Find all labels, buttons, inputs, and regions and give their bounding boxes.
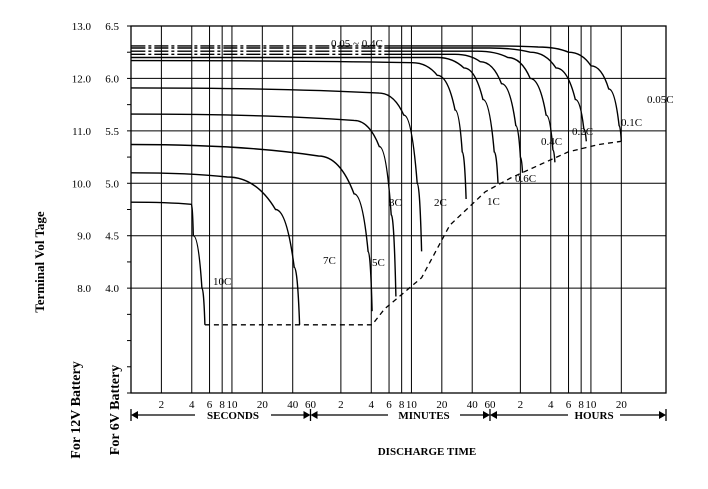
curve-5c [131, 143, 373, 312]
y-tick-6v: 6.0 [105, 73, 119, 85]
curve-label-1c: 1C [487, 196, 500, 208]
y-tick-12v: 13.0 [72, 21, 92, 33]
segment-label-seconds: SECONDS [207, 410, 259, 422]
x-tick-label: 4 [548, 399, 554, 411]
curve-0-6c [131, 56, 499, 184]
y-tick-12v: 12.0 [72, 73, 92, 85]
curve-0-2c [131, 50, 398, 52]
x-tick-label: 4 [189, 399, 195, 411]
x-tick-label: 20 [257, 399, 269, 411]
segment-arrowhead [489, 411, 497, 419]
curve-label-2c: 2C [434, 197, 447, 209]
y-tick-6v: 4.5 [105, 231, 119, 243]
x-tick-label: 2 [338, 399, 344, 411]
y-axis-label-12v: For 12V Battery [69, 361, 84, 458]
x-tick-label: 8 [578, 399, 584, 411]
y-axis-label: Terminal Vol Tage [32, 211, 47, 313]
curve-tail-0-2c [397, 50, 556, 163]
segment-arrowhead [659, 411, 666, 419]
time-segment-arrows [130, 409, 667, 421]
y-axis-label-6v: For 6V Battery [108, 365, 123, 455]
curve-label-0-2c: 0.2C [572, 126, 593, 138]
segment-arrowhead [303, 411, 311, 419]
x-tick-label: 6 [207, 399, 213, 411]
curve-3c [131, 113, 397, 297]
segment-arrowhead [131, 411, 138, 419]
curve-7c [131, 172, 301, 325]
x-tick-label: 40 [467, 399, 479, 411]
curve-2c [131, 87, 423, 252]
segment-label-minutes: MINUTES [398, 410, 449, 422]
x-tick-label: 40 [287, 399, 299, 411]
curve-label-0-1c: 0.1C [621, 117, 642, 129]
curve-1c [131, 59, 467, 200]
curve-tail-0-05c [397, 45, 622, 142]
discharge-curves [131, 45, 622, 325]
x-tick-label: 4 [369, 399, 375, 411]
x-ticks: 2 4 6 8 10 20 40 60 2 4 6 8 10 20 40 60 2 4 6 8 10 20 [159, 399, 628, 411]
x-tick-label: 8 [219, 399, 225, 411]
grid [127, 25, 667, 394]
y-tick-12v: 9.0 [77, 231, 91, 243]
segment-arrowhead [482, 411, 490, 419]
x-tick-label: 60 [484, 399, 496, 411]
range-annotation: 0.05 ~ 0.4C [331, 38, 383, 50]
segment-label-hours: HOURS [574, 410, 613, 422]
x-tick-label: 20 [616, 399, 628, 411]
x-tick-label: 8 [399, 399, 405, 411]
curve-label-5c: 5C [372, 257, 385, 269]
x-tick-label: 6 [386, 399, 392, 411]
y-tick-12v: 11.0 [72, 126, 91, 138]
x-tick-label: 2 [518, 399, 524, 411]
curve-10c [131, 201, 206, 325]
y-tick-6v: 6.5 [105, 21, 119, 33]
cutoff-envelope [204, 140, 622, 326]
curve-label-3c: 3C [389, 197, 402, 209]
x-tick-label: 10 [226, 399, 238, 411]
y-tick-12v: 8.0 [77, 283, 91, 295]
x-tick-label: 10 [585, 399, 597, 411]
y-ticks: 6.5 13.0 6.0 12.0 5.5 11.0 5.0 10.0 4.5 9.0 4.0 8.0 [72, 21, 120, 295]
y-tick-12v: 10.0 [72, 178, 92, 190]
y-tick-6v: 4.0 [105, 283, 119, 295]
x-tick-label: 6 [566, 399, 572, 411]
segment-arrowhead [310, 411, 318, 419]
x-tick-label: 10 [406, 399, 418, 411]
curve-tail-0-1c [397, 47, 587, 142]
x-axis-label: DISCHARGE TIME [378, 446, 477, 458]
x-tick-label: 2 [159, 399, 165, 411]
cutoff-envelope-line [204, 140, 622, 326]
curve-label-7c: 7C [323, 255, 336, 267]
x-tick-label: 20 [436, 399, 448, 411]
plot-frame [130, 25, 667, 394]
y-tick-6v: 5.5 [105, 126, 119, 138]
curve-label-0-05c: 0.05C [647, 94, 674, 106]
x-tick-label: 60 [305, 399, 317, 411]
curve-tail-0-4c [397, 53, 524, 173]
y-tick-6v: 5.0 [105, 178, 119, 190]
curve-0-4c [131, 53, 398, 56]
